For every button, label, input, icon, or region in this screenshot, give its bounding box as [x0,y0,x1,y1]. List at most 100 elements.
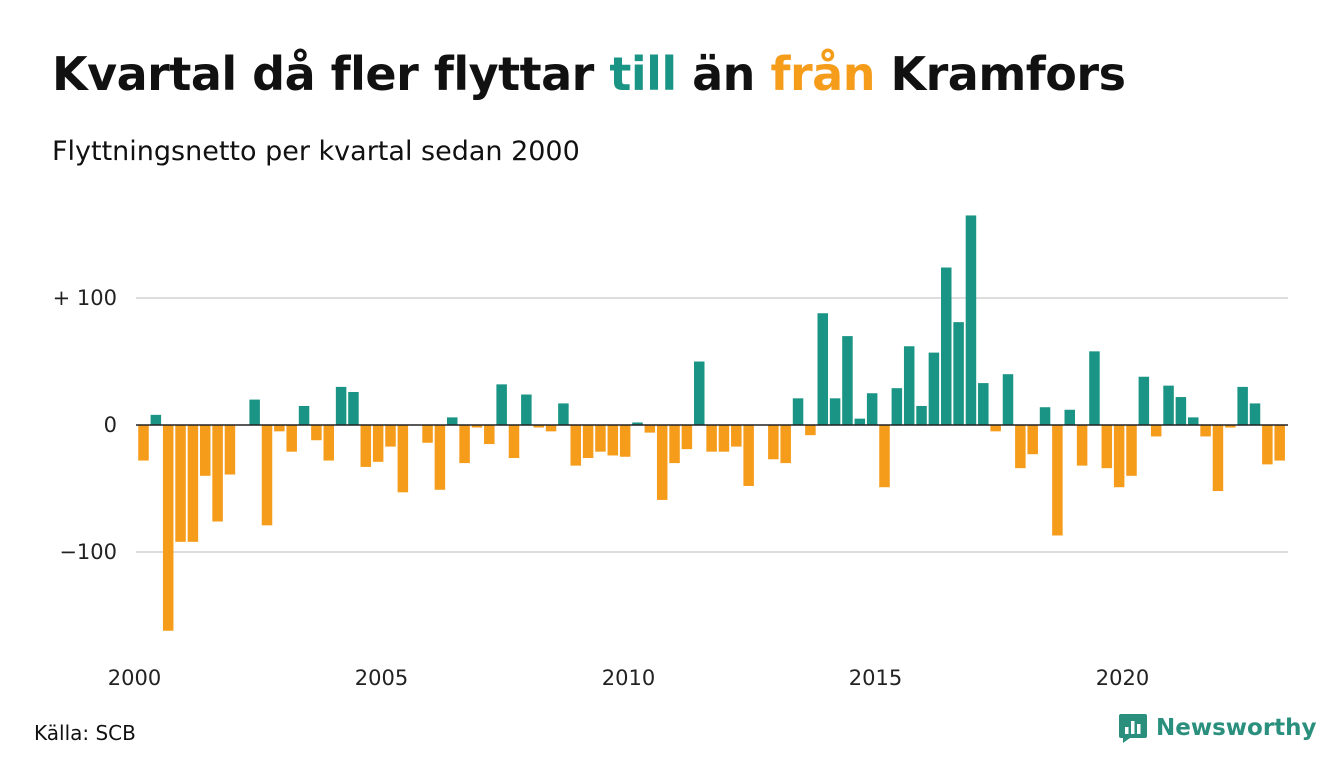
newsworthy-chart-icon [1119,714,1147,743]
bars-layer [138,215,1285,631]
bar [632,422,643,425]
bar [311,425,322,441]
bar [138,425,149,461]
bar [1039,407,1051,425]
bar [1076,425,1088,466]
bar [533,425,544,428]
bar [274,425,285,432]
bar [731,425,742,447]
bar [829,398,841,425]
bar [1015,425,1026,469]
y-tick-label: + 100 [53,286,117,310]
bar [496,384,507,425]
bar [261,425,273,526]
title-part3: Kramfors [874,47,1126,101]
bar [521,394,532,425]
bar [508,425,520,459]
bar [360,425,372,467]
bar [1150,425,1162,437]
brand-name: Newsworthy [1156,715,1317,741]
bar [817,313,828,425]
grid-layer [136,297,1288,553]
bar [990,425,1001,432]
bar [1163,385,1174,425]
bar [150,414,162,425]
bar [1113,425,1125,488]
bar [397,425,409,493]
bar [718,425,730,452]
bar [669,425,680,464]
bar [1188,417,1199,425]
bar [286,425,297,452]
chart-subtitle: Flyttningsnetto per kvartal sedan 2000 [52,136,580,167]
x-tick-label: 2015 [849,666,902,690]
bar [941,267,952,425]
bar [706,425,717,452]
bar [965,215,977,425]
bar [434,425,446,490]
bar [891,388,903,425]
bar [558,403,569,425]
title-part1: Kvartal då fler flyttar [52,47,610,101]
y-tick-label: −100 [59,540,117,564]
title-part2: än [676,47,771,101]
source-note: Källa: SCB [34,721,136,745]
bar [953,322,964,425]
bar [1237,386,1248,425]
x-tick-label: 2005 [355,666,408,690]
bar [743,425,754,486]
bar [1200,425,1211,437]
title-till: till [609,47,677,101]
bar [187,425,199,542]
bar [1101,425,1113,469]
axis-layer: + 100 0 −100 2000 2005 2010 2015 2020 [53,286,1288,690]
bar [607,425,619,456]
bar [1089,351,1100,425]
bar [619,425,631,457]
bar [1249,403,1261,425]
bar [447,417,458,425]
bar [323,425,334,461]
bar [879,425,890,488]
brand-logo: Newsworthy [1118,712,1317,744]
bar [224,425,236,475]
bar [200,425,211,476]
bar [792,398,804,425]
bar [866,393,878,425]
bar [582,425,594,459]
bar [1126,425,1137,476]
bar [644,425,656,433]
bar [335,386,347,425]
bar [1002,374,1014,425]
bar [978,383,989,425]
chart-title: Kvartal då fler flyttar till än från Kra… [52,44,1126,104]
bar [656,425,668,500]
bar [595,425,606,452]
bar [916,405,927,425]
bar [1027,425,1038,455]
bar [175,425,186,542]
bar [545,425,557,432]
bar [903,346,915,425]
bar [1225,425,1236,428]
bar [805,425,816,436]
bar [249,399,260,425]
bar [1175,397,1187,425]
bar [928,352,940,425]
y-tick-label: 0 [104,413,117,437]
bar [854,418,866,425]
bar [1274,425,1285,461]
bar [162,425,174,631]
bar [484,425,495,445]
bar [1138,376,1150,425]
bar [768,425,779,460]
bar [348,391,359,425]
x-tick-label: 2010 [602,666,655,690]
bar [1064,409,1075,425]
bar [372,425,384,462]
bar [422,425,433,443]
title-fran: från [770,47,875,101]
bar [1052,425,1063,536]
bar [681,425,693,450]
x-tick-label: 2000 [108,666,161,690]
